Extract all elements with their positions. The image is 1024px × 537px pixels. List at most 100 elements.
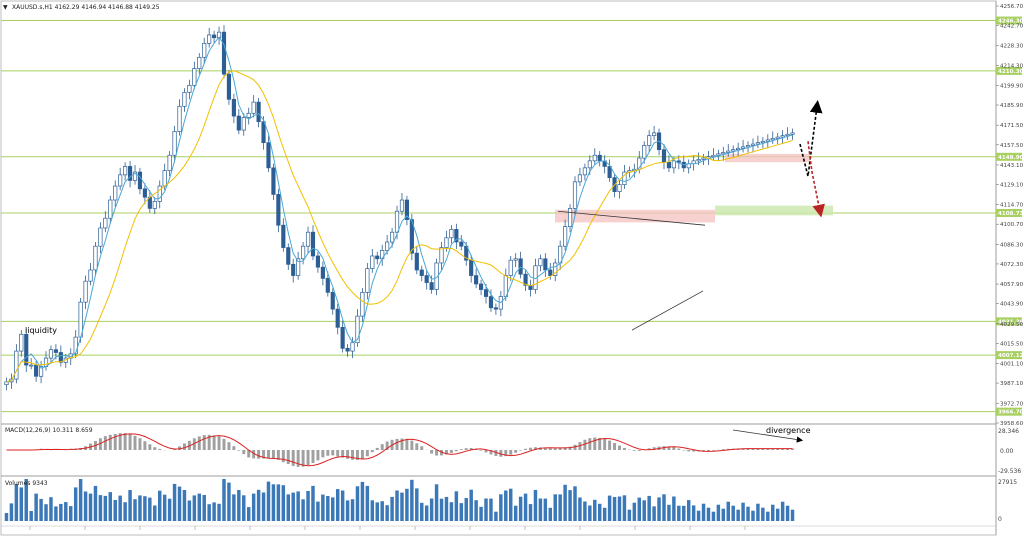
volume-bar — [583, 501, 587, 521]
candle-body — [508, 259, 513, 276]
ma-slow-line — [6, 70, 793, 383]
candle-body — [310, 231, 316, 257]
level-label: 4031.26 — [998, 319, 1024, 325]
volume-bar — [691, 505, 696, 521]
volume-bar — [696, 510, 701, 521]
candle-body — [711, 154, 716, 158]
candle-body — [696, 159, 701, 162]
volume-tick: 0 — [998, 516, 1002, 523]
volume-bar — [484, 498, 488, 521]
volume-bar — [632, 502, 637, 521]
volume-bar — [449, 502, 454, 521]
candle-body — [251, 101, 256, 114]
candle-body — [212, 34, 217, 39]
volume-bar — [513, 505, 518, 521]
volume-bar — [34, 493, 38, 521]
volume-bar — [686, 500, 691, 521]
volume-bar — [326, 496, 330, 521]
volume-bar — [405, 488, 409, 521]
volume-bar — [489, 498, 493, 521]
candle-body — [167, 154, 172, 171]
volume-bar — [578, 497, 582, 521]
demand-zone — [715, 205, 833, 216]
volume-bar — [563, 484, 567, 521]
volume-bar — [103, 495, 108, 521]
price-tick-label: 4199.90 — [1000, 83, 1024, 89]
volume-bar — [780, 501, 785, 521]
volume-bar — [172, 483, 177, 521]
candle-body — [775, 136, 780, 139]
volume-bar — [701, 503, 706, 521]
volume-bar — [682, 505, 686, 521]
volume-bar — [251, 493, 256, 521]
level-label: 4007.12 — [998, 353, 1024, 359]
volume-bar — [706, 507, 711, 521]
candle-body — [572, 181, 578, 209]
volume-bar — [350, 499, 355, 521]
volume-bar — [523, 493, 528, 521]
level-label-bg — [996, 66, 1022, 75]
candle-body — [19, 333, 24, 352]
candle-body — [642, 145, 647, 159]
volume-bar — [602, 507, 607, 521]
candle-body — [271, 167, 276, 195]
volume-bar — [148, 497, 152, 521]
candle-body — [449, 229, 454, 239]
chevron-down-icon[interactable]: ▼ — [3, 4, 8, 11]
volume-bar — [672, 496, 676, 521]
candle-body — [478, 283, 484, 290]
candle-body — [469, 259, 474, 276]
candle-body — [335, 308, 340, 328]
volume-bar — [538, 498, 543, 521]
volume-bar — [73, 487, 78, 521]
volume-bar — [736, 509, 740, 521]
volumes-label: Volumes 9343 — [5, 480, 48, 487]
price-tick-label: 4072.30 — [1000, 262, 1024, 268]
price-tick-label: 4086.30 — [1000, 242, 1024, 248]
candle-body — [38, 366, 44, 377]
candle-body — [459, 241, 464, 247]
symbol-header: XAUUSD.s,H1 4162.29 4146.94 4146.88 4149… — [12, 4, 160, 11]
candle-body — [207, 34, 212, 44]
volume-bar — [232, 494, 236, 521]
candle-body — [256, 101, 261, 123]
volume-bar — [237, 490, 241, 521]
volume-bar — [271, 484, 276, 521]
candle-body — [73, 336, 78, 355]
volume-bar — [19, 487, 24, 521]
volume-bar — [711, 511, 716, 521]
candle-body — [370, 255, 375, 269]
candle-body — [172, 131, 177, 156]
candle-body — [345, 347, 350, 352]
candle-body — [315, 255, 321, 268]
volume-bar — [622, 495, 627, 521]
price-tick-label: 4143.10 — [1000, 163, 1024, 169]
volume-bar — [464, 498, 468, 521]
candle-body — [152, 201, 157, 209]
volume-bar — [39, 498, 43, 521]
candle-body — [513, 258, 518, 261]
candle-body — [474, 275, 479, 285]
volume-bar — [731, 505, 735, 521]
price-tick-label: 3972.70 — [1000, 401, 1024, 407]
candle-body — [355, 315, 360, 344]
volume-bar — [434, 484, 439, 521]
price-tick-label: 4029.50 — [1000, 322, 1024, 328]
supply-zone — [725, 153, 810, 163]
candle-body — [597, 154, 602, 162]
candle-body — [661, 149, 667, 163]
candle-body — [592, 154, 597, 162]
volume-bar — [123, 502, 127, 521]
volume-bar — [108, 492, 113, 521]
volume-bar — [281, 485, 286, 521]
volume-bar — [78, 479, 83, 521]
candle-body — [444, 237, 449, 248]
price-tick-label: 4185.90 — [1000, 103, 1024, 109]
candle-body — [770, 138, 775, 141]
volume-bar — [182, 490, 187, 521]
volume-bar — [716, 504, 721, 521]
candle-body — [53, 349, 58, 353]
candle-body — [666, 161, 672, 169]
volume-bar — [69, 506, 73, 521]
volume-bar — [29, 511, 33, 521]
